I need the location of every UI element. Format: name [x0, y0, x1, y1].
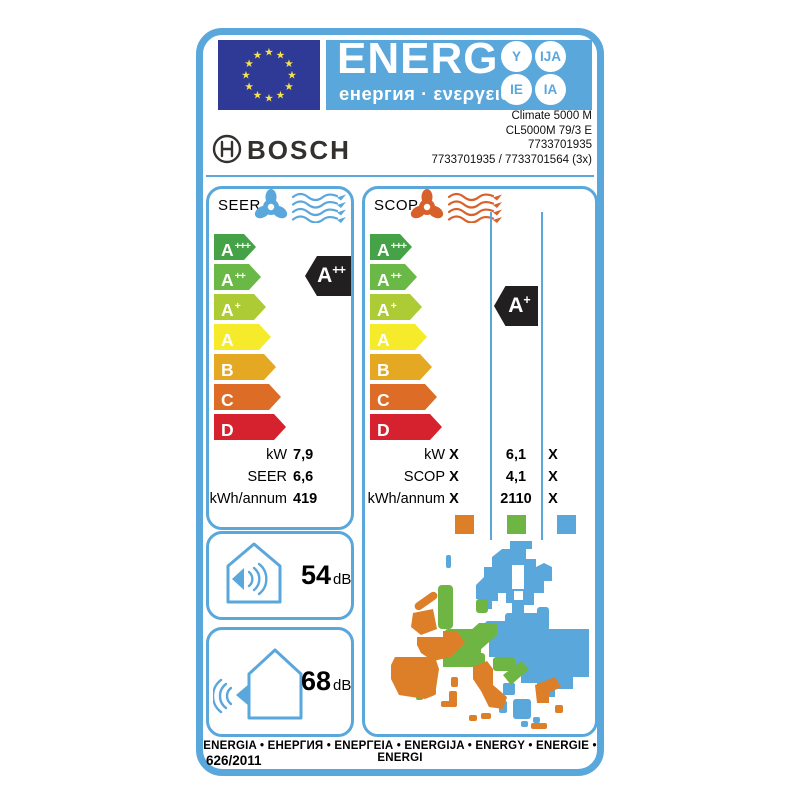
- airflow-waves-icon: [291, 192, 346, 223]
- svg-text:★: ★: [253, 89, 262, 101]
- class-arrow-a+++: A+++: [370, 234, 412, 260]
- seer-kw-row: kW 7,9: [266, 447, 314, 463]
- svg-text:★: ★: [284, 58, 293, 70]
- warm-zone-swatch: [455, 515, 474, 534]
- indoor-noise-panel: 54 dB: [206, 531, 354, 620]
- cooling-fan-icon: [254, 189, 288, 219]
- column-divider: [490, 212, 492, 540]
- bosch-brand: BOSCH: [247, 135, 351, 165]
- energ-subtitle: енергия · ενεργεια: [339, 83, 513, 104]
- warm-zone: [391, 591, 563, 729]
- class-arrow-c: C: [214, 384, 281, 410]
- energ-band: ENERG енергия · ενεργεια Y IJA IE IA: [326, 34, 592, 110]
- scop-scop-row: SCOP X 4,1 X: [403, 469, 558, 485]
- class-arrow-c: C: [370, 384, 437, 410]
- product-line: 7733701935: [528, 139, 592, 151]
- bosch-logo-icon: [212, 134, 242, 164]
- indoor-noise-value: 54 dB: [301, 560, 352, 590]
- outdoor-noise-value: 68 dB: [301, 666, 352, 696]
- product-line: CL5000M 79/3 E: [505, 124, 592, 137]
- eu-stars: ★ ★ ★ ★ ★ ★ ★ ★ ★ ★ ★ ★: [241, 47, 296, 105]
- svg-text:★: ★: [253, 50, 262, 62]
- class-arrow-b: B: [214, 354, 276, 380]
- energy-label: ★ ★ ★ ★ ★ ★ ★ ★ ★ ★ ★ ★ ENERG енергия · …: [196, 28, 604, 776]
- seer-title: SEER: [218, 197, 261, 214]
- svg-text:★: ★: [264, 47, 273, 59]
- outdoor-noise-icon: [213, 648, 303, 720]
- divider: [206, 175, 594, 177]
- class-arrow-a+: A+: [370, 294, 422, 320]
- heating-fan-icon: [410, 189, 444, 219]
- lang-badge-ie: IE: [501, 74, 532, 105]
- scop-panel: SCOP A+++ A++ A+: [362, 186, 598, 737]
- scop-kw-row: kW X 6,1 X: [424, 447, 558, 463]
- airflow-waves-icon: [447, 192, 502, 223]
- class-arrow-a+++: A+++: [214, 234, 256, 260]
- scop-kwh-row: kWh/annum X 2110 X: [367, 491, 558, 507]
- product-line: Climate 5000 M: [511, 110, 592, 122]
- scop-rating-badge: A +: [494, 286, 538, 326]
- eu-flag: ★ ★ ★ ★ ★ ★ ★ ★ ★ ★ ★ ★: [218, 40, 320, 110]
- svg-text:★: ★: [276, 50, 285, 62]
- svg-text:★: ★: [276, 89, 285, 101]
- lang-badge-y: Y: [501, 41, 532, 72]
- class-arrow-a++: A++: [214, 264, 261, 290]
- lang-badge-ia: IA: [535, 74, 566, 105]
- lang-badge-ija: IJA: [535, 41, 566, 72]
- svg-text:★: ★: [264, 93, 273, 105]
- seer-rating-badge: A ++: [305, 256, 351, 296]
- outdoor-noise-panel: 68 dB: [206, 627, 354, 737]
- svg-text:★: ★: [244, 58, 253, 70]
- class-arrow-b: B: [370, 354, 432, 380]
- class-arrow-a: A: [214, 324, 271, 350]
- class-arrow-a+: A+: [214, 294, 266, 320]
- svg-text:★: ★: [241, 70, 250, 82]
- regulation-number: 626/2011: [206, 753, 262, 768]
- cold-zone-swatch: [557, 515, 576, 534]
- product-info: Climate 5000 M CL5000M 79/3 E 7733701935…: [431, 109, 592, 167]
- column-divider: [541, 212, 543, 540]
- svg-text:★: ★: [287, 70, 296, 82]
- energ-word: ENERG: [337, 34, 499, 83]
- sea-cutouts: [512, 565, 524, 600]
- seer-panel: SEER A+++ A++ A+ A: [206, 186, 354, 530]
- class-arrow-a: A: [370, 324, 427, 350]
- svg-text:★: ★: [244, 81, 253, 93]
- europe-climate-map: [391, 541, 589, 729]
- class-arrow-d: D: [214, 414, 286, 440]
- seer-kwh-row: kWh/annum 419: [209, 491, 318, 507]
- indoor-noise-icon: [226, 542, 282, 604]
- energy-languages: ENERGIA • ЕНЕРГИЯ • ΕΝΕΡΓΕΙΑ • ENERGIJA …: [203, 740, 597, 764]
- class-arrow-d: D: [370, 414, 442, 440]
- scop-title: SCOP: [374, 197, 419, 214]
- average-zone-swatch: [507, 515, 526, 534]
- seer-seer-row: SEER 6,6: [247, 469, 314, 485]
- product-line: 7733701935 / 7733701564 (3x): [431, 153, 592, 166]
- class-arrow-a++: A++: [370, 264, 417, 290]
- svg-text:★: ★: [284, 81, 293, 93]
